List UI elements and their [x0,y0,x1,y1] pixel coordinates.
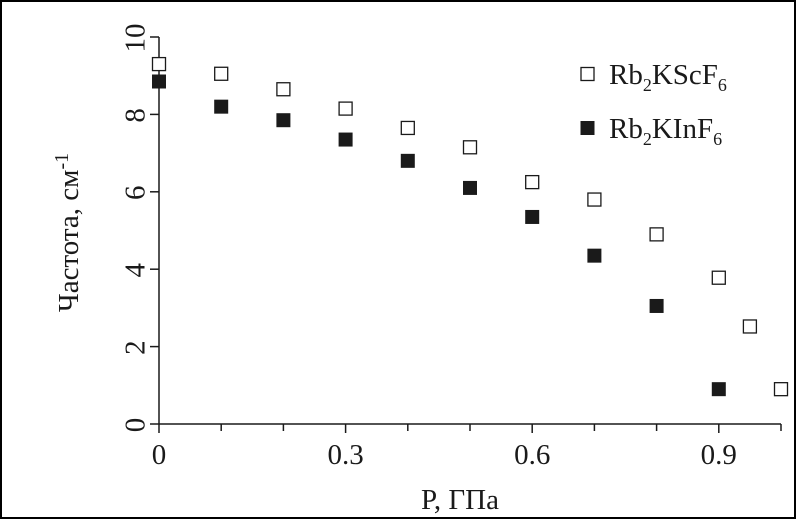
filled-square-marker [214,99,229,114]
filled-square-marker [276,113,291,128]
x-tick-label: 0.9 [701,439,737,471]
open-square-marker [525,174,540,190]
filled-square-marker [525,209,540,224]
x-axis-title: P, ГПа [421,484,499,516]
y-axis-title-sup: -1 [51,153,73,170]
filled-square-marker [649,298,664,313]
open-square-marker [338,101,353,116]
open-square-marker [649,227,664,242]
data-points [151,56,789,397]
filled-square-marker [152,74,166,89]
x-ticks: 0 0.3 0.6 0.9 [152,424,782,471]
legend-label: Rb2KScF6 [609,59,727,95]
open-square-marker [711,270,726,285]
filled-square-marker [587,248,602,263]
y-ticks: 0 2 4 6 8 10 [120,24,159,433]
y-tick-label: 2 [120,340,152,355]
y-tick-label: 0 [120,418,152,433]
y-tick-label: 10 [120,24,152,53]
x-tick-label: 0.6 [514,439,550,471]
x-tick-label: 0 [152,439,167,471]
open-square-marker [742,319,758,334]
legend-swatch [580,66,595,82]
y-axis-title-main: Частота, см [53,170,85,313]
x-tick-label: 0.3 [327,439,363,471]
y-axis-title: Частота, см-1 [51,153,85,312]
legend: Rb2KScF6 Rb2KInF6 [580,59,727,149]
axes [158,37,781,425]
y-tick-label: 6 [120,186,152,201]
open-square-marker [462,140,478,155]
y-tick-label: 4 [120,262,152,277]
open-square-marker [400,120,415,136]
filled-square-marker [711,382,726,397]
open-square-marker [276,82,291,97]
filled-square-marker [463,180,477,195]
open-square-marker [214,66,229,81]
filled-square-marker [400,153,415,168]
open-square-marker [151,56,167,72]
y-tick-label: 8 [120,108,152,123]
open-square-marker [773,382,789,397]
legend-swatch [580,121,595,135]
filled-square-marker [338,132,353,147]
open-square-marker [587,192,602,207]
legend-label: Rb2KInF6 [609,113,722,149]
